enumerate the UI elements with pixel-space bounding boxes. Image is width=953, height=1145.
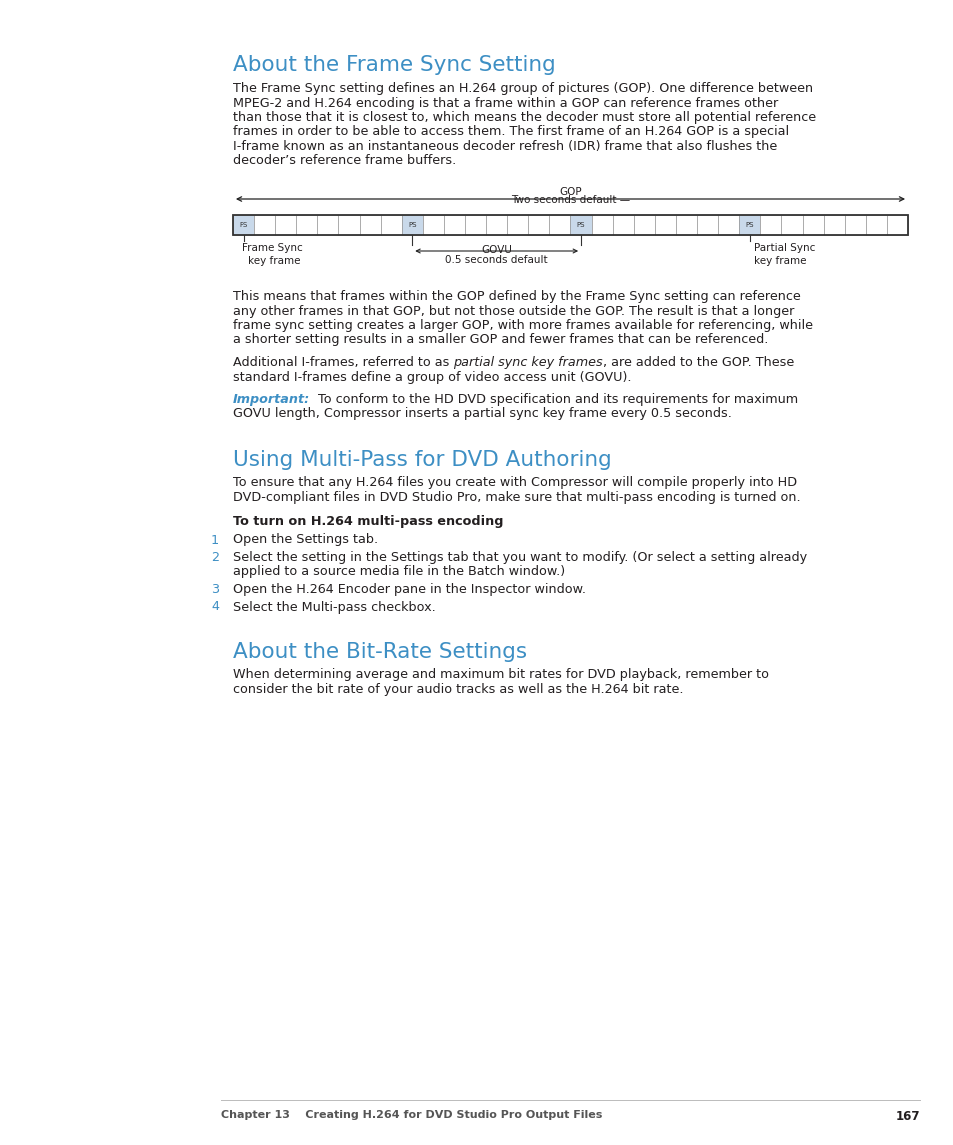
Bar xyxy=(697,215,718,235)
Text: PS: PS xyxy=(744,222,753,228)
Text: key frame: key frame xyxy=(753,256,805,267)
Bar xyxy=(507,215,528,235)
Text: key frame: key frame xyxy=(247,256,300,267)
Text: Select the Multi-pass checkbox.: Select the Multi-pass checkbox. xyxy=(233,600,436,614)
Text: To ensure that any H.264 files you create with Compressor will compile properly : To ensure that any H.264 files you creat… xyxy=(233,476,797,489)
Text: consider the bit rate of your audio tracks as well as the H.264 bit rate.: consider the bit rate of your audio trac… xyxy=(233,682,682,695)
Text: GOVU: GOVU xyxy=(480,245,512,255)
Text: standard I-frames define a group of video access unit (GOVU).: standard I-frames define a group of vide… xyxy=(233,371,631,384)
Text: decoder’s reference frame buffers.: decoder’s reference frame buffers. xyxy=(233,155,456,167)
Text: Two seconds default —: Two seconds default — xyxy=(511,195,629,205)
Text: Partial Sync: Partial Sync xyxy=(753,243,814,253)
Bar xyxy=(253,215,274,235)
Text: partial sync key frames: partial sync key frames xyxy=(453,356,602,369)
Bar xyxy=(359,215,380,235)
Text: any other frames in that GOP, but not those outside the GOP. The result is that : any other frames in that GOP, but not th… xyxy=(233,305,794,317)
Text: About the Frame Sync Setting: About the Frame Sync Setting xyxy=(233,55,556,76)
Text: applied to a source media file in the Batch window.): applied to a source media file in the Ba… xyxy=(233,566,564,578)
Bar xyxy=(486,215,507,235)
Bar xyxy=(843,215,865,235)
Text: Additional I-frames, referred to as: Additional I-frames, referred to as xyxy=(233,356,453,369)
Bar xyxy=(443,215,464,235)
Text: 4: 4 xyxy=(211,600,219,614)
Text: 0.5 seconds default: 0.5 seconds default xyxy=(445,255,547,264)
Bar xyxy=(296,215,317,235)
Bar xyxy=(401,215,422,235)
Text: than those that it is closest to, which means the decoder must store all potenti: than those that it is closest to, which … xyxy=(233,111,815,124)
Text: 3: 3 xyxy=(211,583,219,597)
Bar xyxy=(718,215,739,235)
Text: MPEG-2 and H.264 encoding is that a frame within a GOP can reference frames othe: MPEG-2 and H.264 encoding is that a fram… xyxy=(233,96,778,110)
Text: FS: FS xyxy=(239,222,248,228)
Bar xyxy=(865,215,886,235)
Text: 1: 1 xyxy=(211,534,219,546)
Text: This means that frames within the GOP defined by the Frame Sync setting can refe: This means that frames within the GOP de… xyxy=(233,290,800,303)
Bar xyxy=(676,215,697,235)
Text: Using Multi-Pass for DVD Authoring: Using Multi-Pass for DVD Authoring xyxy=(233,450,611,469)
Bar xyxy=(739,215,760,235)
Text: GOP: GOP xyxy=(558,187,581,197)
Bar xyxy=(317,215,338,235)
Text: PS: PS xyxy=(408,222,416,228)
Text: Chapter 13    Creating H.264 for DVD Studio Pro Output Files: Chapter 13 Creating H.264 for DVD Studio… xyxy=(221,1110,601,1120)
Bar xyxy=(591,215,612,235)
Text: 167: 167 xyxy=(895,1110,919,1123)
Text: frame sync setting creates a larger GOP, with more frames available for referenc: frame sync setting creates a larger GOP,… xyxy=(233,319,812,332)
Bar xyxy=(528,215,549,235)
Text: When determining average and maximum bit rates for DVD playback, remember to: When determining average and maximum bit… xyxy=(233,668,768,681)
Bar xyxy=(633,215,654,235)
Bar xyxy=(464,215,486,235)
Bar xyxy=(781,215,801,235)
Bar xyxy=(822,215,843,235)
Bar xyxy=(801,215,822,235)
Bar xyxy=(274,215,296,235)
Text: 2: 2 xyxy=(211,551,219,564)
Bar xyxy=(654,215,676,235)
Text: , are added to the GOP. These: , are added to the GOP. These xyxy=(602,356,794,369)
Bar xyxy=(338,215,359,235)
Text: About the Bit-Rate Settings: About the Bit-Rate Settings xyxy=(233,642,527,662)
Text: frames in order to be able to access them. The first frame of an H.264 GOP is a : frames in order to be able to access the… xyxy=(233,126,788,139)
Text: I-frame known as an instantaneous decoder refresh (IDR) frame that also flushes : I-frame known as an instantaneous decode… xyxy=(233,140,777,153)
Bar xyxy=(233,215,907,235)
Text: The Frame Sync setting defines an H.264 group of pictures (GOP). One difference : The Frame Sync setting defines an H.264 … xyxy=(233,82,812,95)
Text: To conform to the HD DVD specification and its requirements for maximum: To conform to the HD DVD specification a… xyxy=(310,393,798,406)
Bar xyxy=(380,215,401,235)
Text: PS: PS xyxy=(577,222,585,228)
Text: Frame Sync: Frame Sync xyxy=(241,243,302,253)
Bar xyxy=(233,215,253,235)
Bar xyxy=(612,215,633,235)
Text: Open the H.264 Encoder pane in the Inspector window.: Open the H.264 Encoder pane in the Inspe… xyxy=(233,583,585,597)
Text: Important:: Important: xyxy=(233,393,310,406)
Text: To turn on H.264 multi-pass encoding: To turn on H.264 multi-pass encoding xyxy=(233,515,503,528)
Bar xyxy=(549,215,570,235)
Text: GOVU length, Compressor inserts a partial sync key frame every 0.5 seconds.: GOVU length, Compressor inserts a partia… xyxy=(233,408,731,420)
Text: Select the setting in the Settings tab that you want to modify. (Or select a set: Select the setting in the Settings tab t… xyxy=(233,551,806,564)
Bar xyxy=(422,215,443,235)
Text: Open the Settings tab.: Open the Settings tab. xyxy=(233,534,377,546)
Bar xyxy=(760,215,781,235)
Text: a shorter setting results in a smaller GOP and fewer frames that can be referenc: a shorter setting results in a smaller G… xyxy=(233,333,767,347)
Text: DVD-compliant files in DVD Studio Pro, make sure that multi-pass encoding is tur: DVD-compliant files in DVD Studio Pro, m… xyxy=(233,490,800,504)
Bar xyxy=(570,215,591,235)
Bar xyxy=(886,215,907,235)
